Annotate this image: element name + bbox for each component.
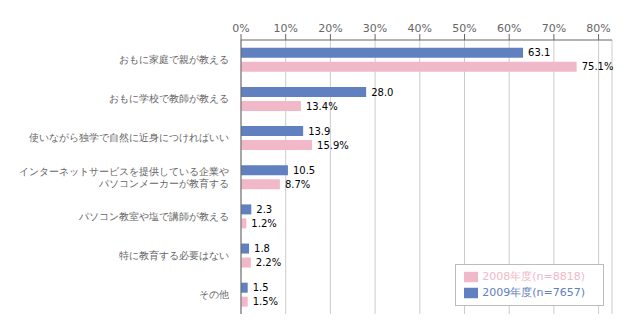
svg-text:1.2%: 1.2% (251, 218, 276, 229)
svg-text:20%: 20% (318, 22, 342, 35)
svg-text:特に教育する必要はない: 特に教育する必要はない (119, 250, 229, 261)
svg-text:0%: 0% (232, 22, 249, 35)
svg-text:1.5: 1.5 (253, 282, 269, 293)
svg-text:13.4%: 13.4% (306, 101, 338, 112)
svg-text:その他: その他 (199, 289, 229, 300)
svg-text:10.5: 10.5 (293, 165, 315, 176)
svg-text:13.9: 13.9 (308, 126, 330, 137)
svg-text:80%: 80% (586, 22, 610, 35)
svg-text:63.1: 63.1 (528, 47, 550, 58)
svg-text:使いながら独学で自然に近身につければいい: 使いながら独学で自然に近身につければいい (29, 132, 229, 143)
svg-text:2.2%: 2.2% (256, 257, 281, 268)
svg-text:40%: 40% (408, 22, 432, 35)
svg-text:15.9%: 15.9% (317, 140, 349, 151)
svg-text:インターネットサービスを提供している企業やパソコンメーカーが: インターネットサービスを提供している企業やパソコンメーカーが教育する (19, 166, 229, 189)
html-text:2009年度(n=7657): 2009年度(n=7657) (482, 286, 585, 299)
svg-text:28.0: 28.0 (371, 87, 393, 98)
svg-text:おもに家庭で親が教える: おもに家庭で親が教える (119, 54, 229, 65)
svg-text:1.5%: 1.5% (253, 296, 278, 307)
html-text:2008年度(n=8818): 2008年度(n=8818) (482, 270, 585, 283)
svg-text:30%: 30% (363, 22, 387, 35)
svg-text:50%: 50% (452, 22, 476, 35)
svg-text:2.3: 2.3 (256, 204, 272, 215)
svg-text:8.7%: 8.7% (285, 179, 310, 190)
svg-text:パソコン教室や塩で講師が教える: パソコン教室や塩で講師が教える (78, 211, 229, 222)
svg-text:70%: 70% (542, 22, 566, 35)
svg-text:1.8: 1.8 (254, 243, 270, 254)
svg-text:75.1%: 75.1% (582, 61, 614, 72)
svg-text:おもに学校で教師が教える: おもに学校で教師が教える (109, 93, 229, 104)
svg-text:10%: 10% (273, 22, 297, 35)
svg-text:60%: 60% (497, 22, 521, 35)
